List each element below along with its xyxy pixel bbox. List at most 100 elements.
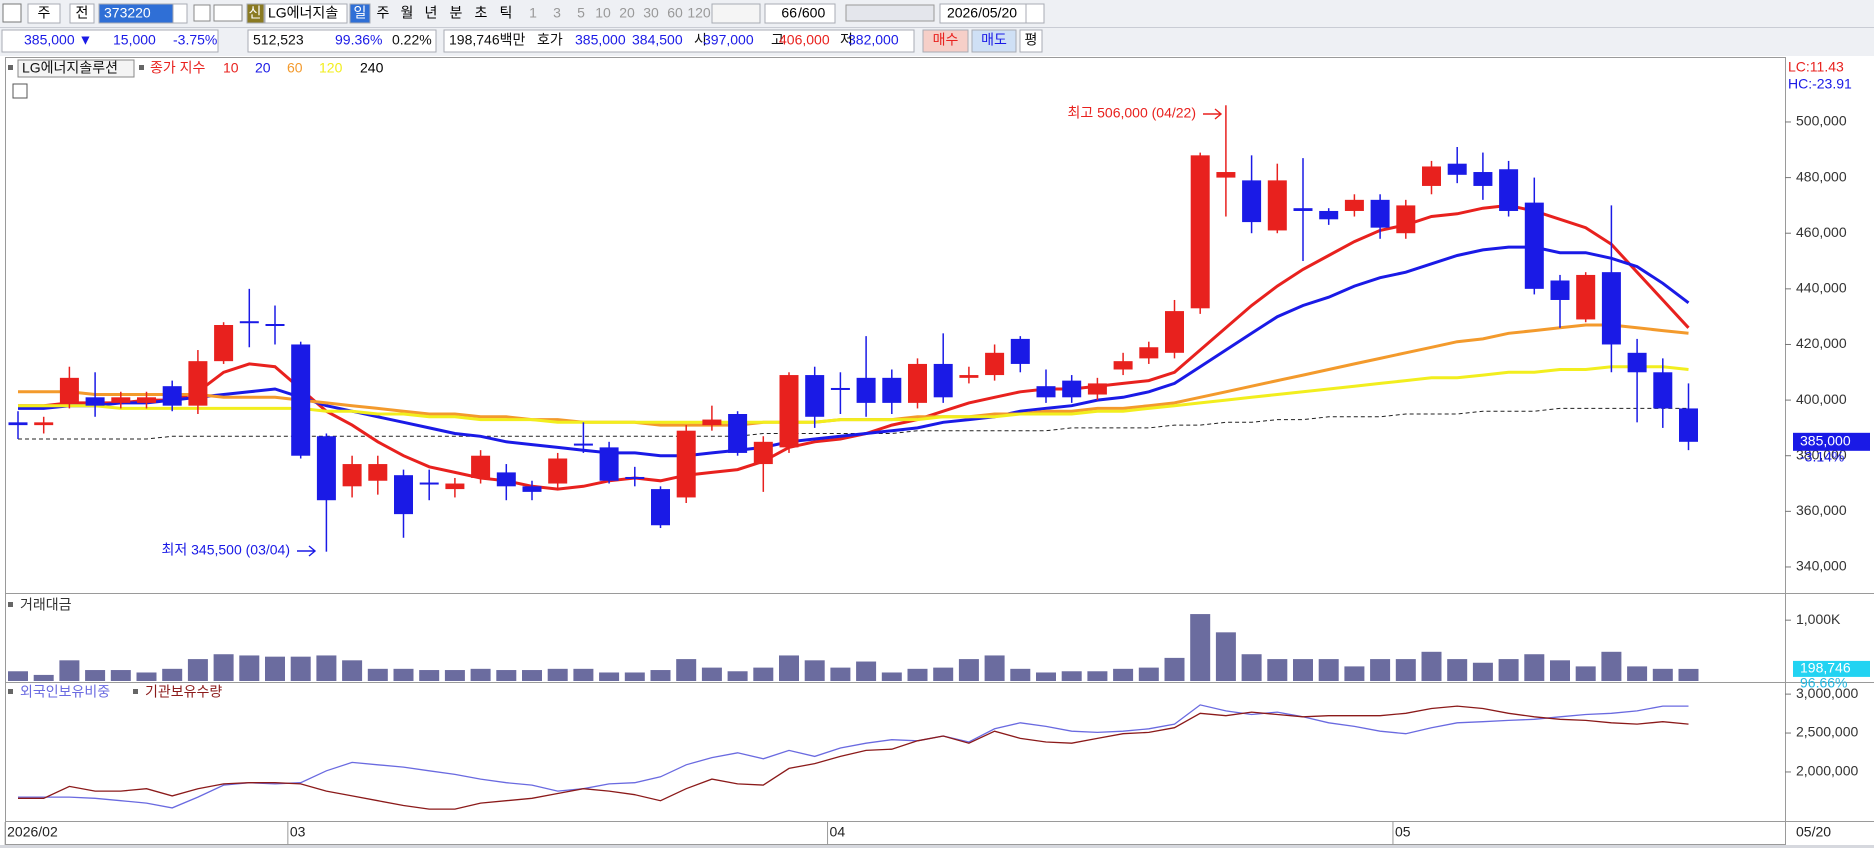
sound-icon[interactable] — [213, 4, 243, 22]
bottom-strip — [0, 845, 1874, 848]
order-button[interactable]: 평 — [1025, 32, 1038, 48]
quote-field: 384,500 — [632, 32, 683, 48]
panel-marker — [133, 689, 138, 694]
quote-field: 저 — [840, 32, 853, 48]
toolbar-item[interactable]: 3 — [553, 5, 561, 21]
candle-body — [1447, 163, 1467, 175]
y-tick-label: 2,500,000 — [1796, 724, 1858, 740]
volume-bar — [8, 671, 28, 681]
toolbar-item[interactable]: 120 — [687, 5, 711, 21]
toolbar-item[interactable]: LG에너지솔 — [268, 5, 338, 21]
grid-icon[interactable] — [12, 83, 28, 99]
toolbar-item[interactable]: 초 — [475, 5, 488, 21]
toolbar-item[interactable]: 60 — [667, 5, 683, 21]
volume-bar — [984, 655, 1005, 681]
order-button[interactable]: 매수 — [933, 32, 959, 48]
toolbar-item[interactable]: 2026/05/20 — [947, 5, 1017, 21]
candle-body — [959, 375, 979, 378]
candle-body — [908, 363, 927, 403]
candle-body — [805, 375, 825, 417]
candle-body — [8, 422, 28, 426]
x-tick-label: 2026/02 — [7, 824, 58, 840]
legend-item: 120 — [319, 60, 343, 76]
volume-bar — [1550, 660, 1570, 681]
volume-bar — [470, 668, 491, 681]
candle-body — [1319, 210, 1339, 220]
candle-body — [368, 464, 388, 481]
quote-field: 385,000 ▼ — [24, 32, 92, 48]
quote-field: 호가 — [537, 32, 563, 48]
menu-icon[interactable] — [2, 3, 22, 23]
volume-bar — [907, 668, 928, 681]
candle-body — [394, 475, 413, 515]
candle-body — [676, 430, 696, 498]
toolbar-item[interactable]: 분 — [450, 5, 463, 21]
candle-body — [830, 387, 850, 390]
corner-label: HC:-23.91 — [1788, 76, 1852, 92]
y-tick-label: 2,000,000 — [1796, 763, 1858, 779]
value-sub-label: 96.66% — [1800, 675, 1847, 691]
toolbar-item[interactable]: 66 — [781, 5, 797, 21]
volume-bar — [1601, 651, 1622, 681]
toolbar-box — [711, 3, 761, 24]
order-button[interactable]: 매도 — [981, 32, 1007, 48]
toolbar-item[interactable]: 5 — [577, 5, 585, 21]
volume-bar — [85, 670, 106, 681]
volume-bar — [213, 654, 234, 681]
candle-body — [651, 489, 670, 526]
toolbar-item[interactable]: 월 — [401, 5, 414, 21]
toolbar-item[interactable]: 일 — [354, 5, 367, 21]
toolbar-item[interactable]: /600 — [798, 5, 825, 21]
candle-body — [1396, 205, 1416, 234]
value-tag-label: 198,746 — [1800, 660, 1851, 676]
toolbar-item[interactable]: 틱 — [500, 5, 513, 21]
tool-icons[interactable] — [845, 4, 935, 22]
candle-body — [702, 419, 722, 426]
candle-body — [162, 386, 182, 406]
toolbar-item[interactable]: 전 — [76, 5, 89, 21]
volume-bar — [1447, 659, 1468, 681]
candle-body — [753, 441, 773, 465]
y-tick-label: 1,000K — [1796, 611, 1841, 627]
candle-body — [1267, 180, 1287, 231]
search-icon[interactable] — [193, 4, 211, 22]
candle-body — [779, 375, 799, 448]
volume-bar — [1575, 666, 1596, 681]
candle-body — [1036, 386, 1056, 398]
toolbar-box — [1019, 29, 1043, 53]
toolbar-item[interactable]: 1 — [529, 5, 537, 21]
toolbar-item[interactable]: 10 — [595, 5, 611, 21]
toolbar-item[interactable]: 30 — [643, 5, 659, 21]
legend-item: 20 — [255, 60, 271, 76]
last-date-label: 05/20 — [1796, 824, 1831, 840]
candle-body — [1422, 166, 1441, 186]
toolbar-item[interactable]: 20 — [619, 5, 635, 21]
last-price-tag — [1793, 432, 1870, 451]
y-tick-label: 360,000 — [1796, 502, 1847, 518]
legend-item: 10 — [223, 60, 239, 76]
candle-body — [137, 397, 156, 403]
volume-bar — [650, 670, 671, 681]
legend-item: 기관보유수량 — [145, 684, 222, 700]
legend-item: 60 — [287, 60, 303, 76]
volume-bar — [1498, 659, 1519, 681]
toolbar-item[interactable]: 주 — [38, 5, 51, 21]
candle-body — [1576, 274, 1596, 320]
candle-body — [522, 486, 542, 492]
toolbar-item[interactable]: 년 — [425, 5, 438, 21]
candle-body — [1113, 361, 1133, 370]
arrow — [297, 545, 317, 557]
quote-field: 고 — [771, 32, 784, 48]
toolbar-item[interactable]: 373220 — [104, 5, 151, 21]
candle-body — [599, 447, 619, 481]
volume-bar — [1293, 659, 1313, 681]
volume-bar — [1627, 666, 1648, 681]
toolbar-box — [971, 29, 1017, 53]
volume-bar — [599, 672, 620, 681]
candle-body — [1550, 280, 1570, 300]
volume-bar — [522, 670, 542, 681]
legend-box — [17, 59, 135, 78]
toolbar-item[interactable]: 주 — [377, 5, 390, 21]
toolbar-item[interactable]: 신 — [249, 5, 262, 21]
quote-field: 382,000 — [848, 32, 899, 48]
